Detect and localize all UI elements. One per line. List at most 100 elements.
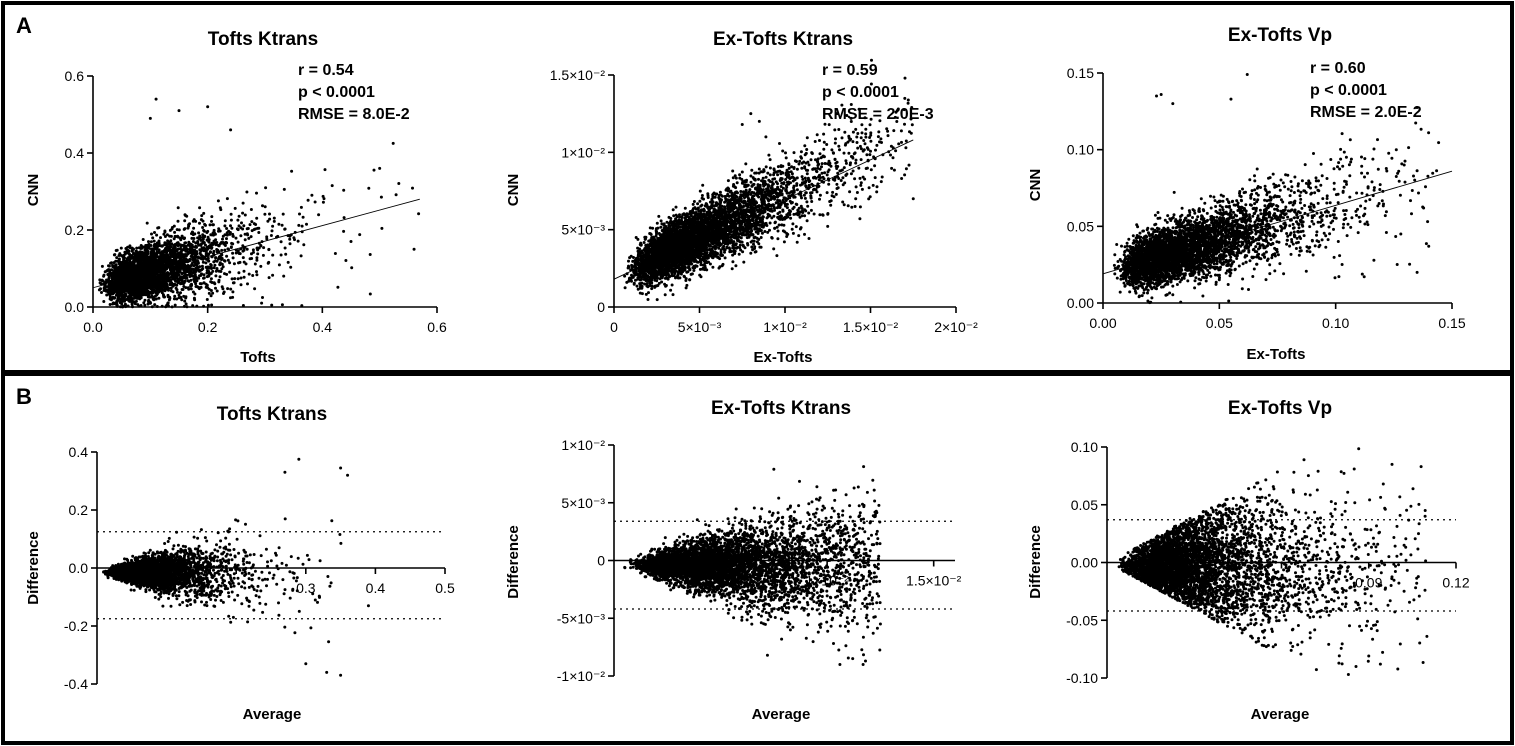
y-tick-label: 0.6 <box>65 68 85 84</box>
data-point <box>700 196 704 200</box>
data-point <box>121 255 125 259</box>
data-point <box>900 140 903 144</box>
data-point <box>122 258 126 262</box>
data-point <box>115 299 119 303</box>
data-point <box>126 288 130 291</box>
data-point <box>158 270 162 274</box>
data-point <box>149 264 152 268</box>
data-point <box>143 281 147 284</box>
data-point <box>256 226 259 230</box>
data-points <box>97 97 421 309</box>
data-point <box>202 281 206 285</box>
data-point <box>297 223 301 227</box>
data-point <box>176 235 180 239</box>
data-point <box>240 221 243 225</box>
data-point <box>189 248 193 252</box>
data-point <box>256 252 260 256</box>
x-tick-label: 0.4 <box>313 319 333 335</box>
data-point <box>737 252 741 256</box>
data-point <box>231 234 235 238</box>
data-point <box>120 291 124 295</box>
data-point <box>800 175 804 179</box>
data-point <box>200 214 204 218</box>
data-point <box>136 264 140 268</box>
data-point <box>255 258 259 262</box>
data-point <box>859 136 863 140</box>
data-point <box>201 267 205 271</box>
data-point <box>279 253 283 257</box>
data-point <box>260 301 264 305</box>
data-point <box>162 280 166 284</box>
data-point <box>310 193 314 197</box>
data-point <box>890 166 894 170</box>
data-point <box>193 252 197 256</box>
data-point <box>270 229 274 233</box>
data-point <box>670 283 674 287</box>
data-point <box>245 190 249 194</box>
data-point <box>133 290 137 294</box>
data-point <box>333 252 337 255</box>
data-point <box>754 171 758 175</box>
data-point <box>189 278 193 282</box>
data-point <box>176 290 179 294</box>
data-point <box>840 136 844 140</box>
data-point <box>169 279 173 283</box>
data-point <box>342 229 346 233</box>
data-point <box>172 237 176 241</box>
data-point <box>175 269 179 273</box>
data-point <box>799 150 803 154</box>
data-point <box>100 279 104 283</box>
data-point <box>153 289 157 292</box>
data-point <box>116 290 120 294</box>
data-point <box>145 251 149 255</box>
data-point <box>829 164 833 168</box>
data-point <box>165 274 169 278</box>
data-point <box>223 259 227 263</box>
data-point <box>869 168 873 172</box>
data-point <box>196 261 200 265</box>
data-point <box>241 211 245 215</box>
data-point <box>223 272 226 276</box>
data-point <box>298 212 301 216</box>
data-point <box>412 247 416 251</box>
data-point <box>205 266 209 270</box>
data-point <box>820 171 824 175</box>
data-point <box>851 140 855 144</box>
data-point <box>166 301 170 305</box>
data-point <box>646 298 650 301</box>
data-point <box>367 186 371 190</box>
data-point <box>177 228 181 232</box>
data-point <box>229 296 232 300</box>
data-point <box>255 273 259 277</box>
data-point <box>123 286 127 290</box>
data-point <box>642 241 646 244</box>
data-point <box>192 237 196 240</box>
data-point <box>255 191 258 195</box>
data-point <box>173 248 177 252</box>
data-point <box>182 244 186 248</box>
data-point <box>104 285 108 289</box>
data-point <box>250 229 254 233</box>
data-point <box>323 168 327 172</box>
data-point <box>148 300 152 304</box>
data-point <box>234 236 238 240</box>
data-point <box>317 213 321 217</box>
data-point <box>173 234 177 238</box>
data-point <box>112 291 116 295</box>
data-point <box>784 151 787 155</box>
data-point <box>238 252 242 256</box>
data-point <box>236 277 240 281</box>
data-point <box>104 288 107 291</box>
data-point <box>157 296 161 300</box>
data-point <box>818 139 821 142</box>
panel-b-label: B <box>16 384 32 409</box>
data-point <box>153 303 157 307</box>
data-point <box>231 251 235 255</box>
data-point <box>160 276 163 280</box>
data-point <box>170 283 174 287</box>
data-point <box>271 273 275 277</box>
data-point <box>204 261 208 265</box>
data-point <box>152 295 155 299</box>
data-point <box>835 182 839 186</box>
data-point <box>202 246 206 250</box>
